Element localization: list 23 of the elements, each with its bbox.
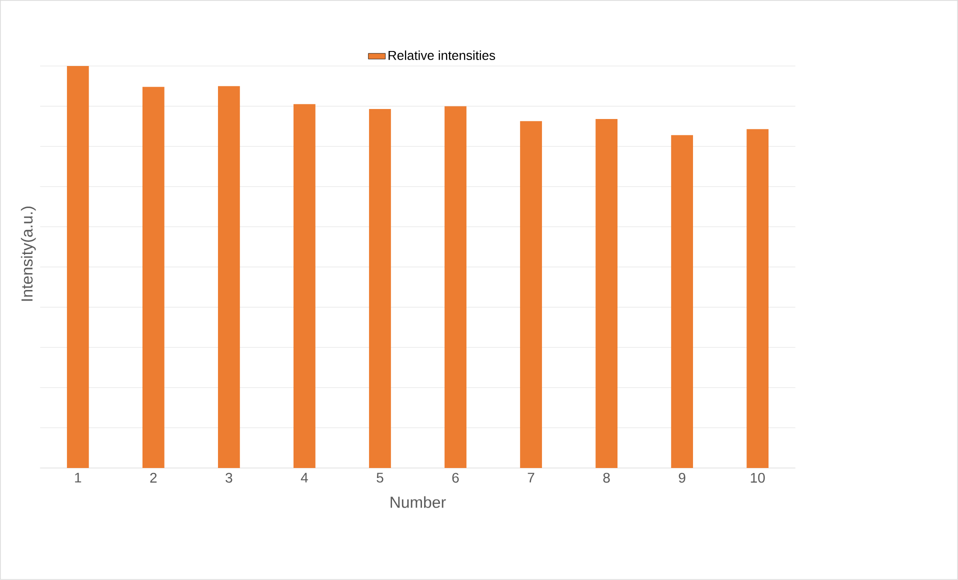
- x-tick-label: 1: [75, 472, 82, 482]
- bar: [520, 121, 542, 468]
- bar: [746, 129, 769, 468]
- bar: [671, 135, 694, 468]
- bar: [596, 119, 618, 468]
- bar: [142, 86, 164, 468]
- y-axis-title: Intensity(a.u.): [20, 206, 36, 301]
- bar: [369, 109, 391, 468]
- x-tick-label: 8: [603, 472, 610, 483]
- bar: [444, 106, 466, 468]
- x-tick-label: 2: [150, 472, 157, 483]
- x-tick-label: 7: [528, 472, 534, 482]
- x-tick-label: 9: [678, 472, 686, 483]
- bar: [218, 86, 240, 468]
- x-tick-label: 10: [750, 472, 765, 483]
- x-tick-label: 3: [226, 472, 232, 483]
- x-tick-label: 5: [376, 472, 384, 483]
- bar: [66, 66, 89, 468]
- x-axis-title: Number: [390, 496, 446, 508]
- x-tick-label: 6: [452, 472, 459, 483]
- bar: [294, 104, 316, 468]
- legend-label: Relative intensities: [388, 50, 496, 60]
- x-tick-label: 4: [300, 472, 308, 482]
